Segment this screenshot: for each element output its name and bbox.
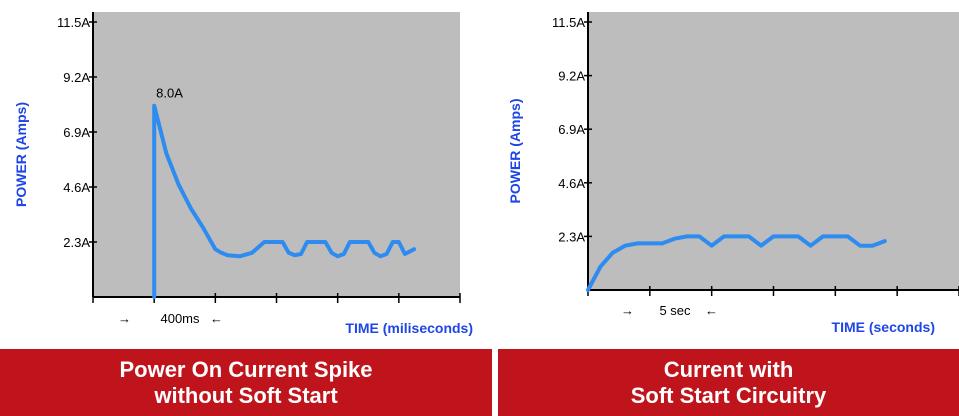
y-tick-label: 2.3A bbox=[63, 235, 90, 250]
caption-line-2: without Soft Start bbox=[154, 382, 338, 408]
series-line bbox=[586, 234, 887, 292]
y-axis-title: POWER (Amps) bbox=[507, 99, 523, 204]
interval-label: 5 sec bbox=[659, 303, 691, 318]
y-tick-label: 9.2A bbox=[63, 70, 90, 85]
y-tick-label: 6.9A bbox=[558, 122, 585, 137]
plot-area bbox=[588, 12, 959, 290]
y-tick-label: 6.9A bbox=[63, 125, 90, 140]
y-tick-label: 4.6A bbox=[558, 176, 585, 191]
y-tick-label: 9.2A bbox=[558, 69, 585, 84]
y-tick-label: 4.6A bbox=[63, 180, 90, 195]
y-tick-label: 2.3A bbox=[558, 229, 585, 244]
interval-label: 400ms bbox=[160, 311, 200, 326]
y-tick-label: 11.5A bbox=[552, 15, 585, 30]
caption-line-1: Power On Current Spike bbox=[119, 356, 373, 382]
chart-with-soft-start: 2.3A 4.6A 6.9A 9.2A 11.5A POWER (Amps) TIME (s… bbox=[507, 12, 959, 335]
x-axis-title: TIME (seconds) bbox=[832, 319, 935, 335]
y-axis-title: POWER (Amps) bbox=[13, 102, 29, 207]
right-arrow-icon: ← bbox=[210, 311, 223, 326]
x-axis-title: TIME (miliseconds) bbox=[345, 320, 473, 336]
left-arrow-icon: → bbox=[621, 303, 634, 318]
peak-label: 8.0A bbox=[156, 86, 183, 101]
caption-without-soft-start: Power On Current Spike without Soft Star… bbox=[0, 349, 492, 416]
chart-without-soft-start: 2.3A 4.6A 6.9A 9.2A 11.5A POWER (Amps) TIME (m… bbox=[13, 12, 473, 336]
caption-line-1: Current with bbox=[663, 356, 794, 382]
right-arrow-icon: ← bbox=[705, 303, 718, 318]
series-line bbox=[152, 103, 417, 299]
caption-line-2: Soft Start Circuitry bbox=[630, 382, 827, 408]
caption-with-soft-start: Current with Soft Start Circuitry bbox=[498, 349, 959, 416]
left-arrow-icon: → bbox=[118, 311, 131, 326]
y-tick-label: 11.5A bbox=[57, 15, 90, 30]
